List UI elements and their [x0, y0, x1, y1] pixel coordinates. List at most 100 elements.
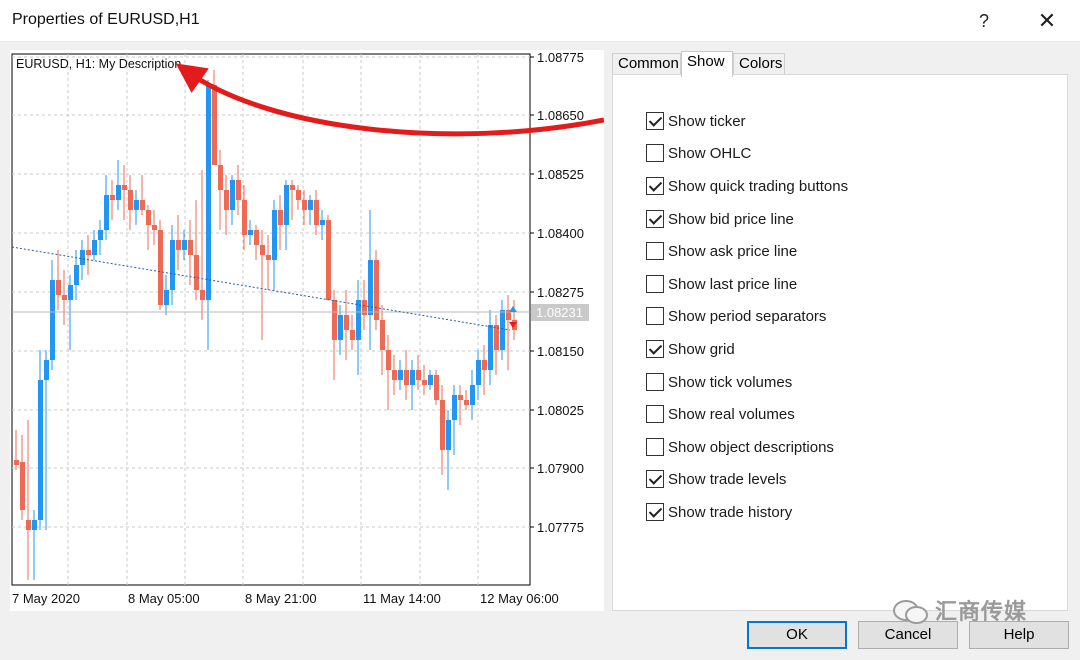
candle-body: [254, 230, 259, 245]
current-price-label: 1.08231: [536, 305, 583, 320]
candle-body: [290, 185, 295, 190]
option-show-ask-price-line[interactable]: Show ask price line: [646, 241, 797, 261]
ok-button[interactable]: OK: [747, 621, 847, 649]
price-tick-label: 1.08275: [537, 285, 584, 300]
candle-body: [194, 255, 199, 290]
checkbox[interactable]: [646, 307, 664, 325]
candle-body: [248, 230, 253, 235]
option-show-trade-history[interactable]: Show trade history: [646, 502, 792, 522]
candle-body: [170, 240, 175, 290]
candle-body: [104, 195, 109, 230]
option-show-trade-levels[interactable]: Show trade levels: [646, 469, 786, 489]
candle-body: [476, 360, 481, 385]
watermark-text: 汇商传媒: [935, 600, 1028, 625]
checkbox[interactable]: [646, 470, 664, 488]
checkbox[interactable]: [646, 144, 664, 162]
help-icon[interactable]: ?: [978, 11, 989, 31]
candle-body: [140, 200, 145, 210]
candle-body: [38, 380, 43, 520]
chart-preview: 1.08775 1.08650 1.08525 1.08400 1.08275 1.081…: [10, 50, 604, 611]
candle-body: [230, 180, 235, 210]
candle-body: [506, 310, 511, 320]
candle-body: [416, 370, 421, 380]
price-tick-label: 1.07775: [537, 520, 584, 535]
candle-body: [494, 325, 499, 350]
candle-body: [86, 250, 91, 255]
candle-body: [464, 400, 469, 405]
candle-body: [368, 260, 373, 315]
time-tick-label: 11 May 14:00: [363, 591, 441, 606]
checkbox[interactable]: [646, 373, 664, 391]
time-tick-label: 12 May 06:00: [480, 591, 559, 606]
candle-body: [152, 225, 157, 230]
close-icon[interactable]: ✕: [1037, 8, 1057, 33]
option-label: Show tick volumes: [668, 373, 793, 391]
price-tick-label: 1.08650: [537, 108, 584, 123]
show-options-panel: Show ticker Show OHLC Show quick trading…: [612, 74, 1068, 611]
option-show-bid-price-line[interactable]: Show bid price line: [646, 209, 794, 229]
candle-body: [452, 395, 457, 420]
candle-body: [410, 370, 415, 385]
candle-body: [428, 375, 433, 385]
tab-colors[interactable]: Colors: [733, 53, 785, 75]
candle-body: [398, 370, 403, 380]
checkbox[interactable]: [646, 438, 664, 456]
price-tick-label: 1.08525: [537, 167, 584, 182]
option-label: Show period separators: [668, 307, 827, 325]
candle-body: [98, 230, 103, 240]
price-tick-label: 1.08150: [537, 344, 584, 359]
candle-body: [236, 180, 241, 200]
price-tick-label: 1.08025: [537, 403, 584, 418]
checkbox[interactable]: [646, 340, 664, 358]
trade-sell-marker: [509, 322, 517, 328]
candle-body: [200, 290, 205, 300]
price-tick-label: 1.07900: [537, 461, 584, 476]
option-show-ohlc[interactable]: Show OHLC: [646, 143, 751, 163]
candle-body: [296, 190, 301, 200]
option-show-period-separators[interactable]: Show period separators: [646, 306, 826, 326]
candle-body: [482, 360, 487, 370]
option-show-tick-volumes[interactable]: Show tick volumes: [646, 372, 792, 392]
current-price-tag: [531, 304, 589, 321]
checkbox[interactable]: [646, 503, 664, 521]
checkbox[interactable]: [646, 242, 664, 260]
candle-body: [218, 165, 223, 190]
candle-body: [392, 370, 397, 380]
candle-body: [326, 220, 331, 300]
tab-common[interactable]: Common: [612, 53, 681, 75]
candle-body: [260, 245, 265, 255]
option-show-last-price-line[interactable]: Show last price line: [646, 274, 797, 294]
candle-body: [434, 375, 439, 400]
tab-show[interactable]: Show: [681, 51, 733, 77]
candle-body: [404, 370, 409, 385]
candle-body: [500, 310, 505, 350]
annotation-arrow: [175, 63, 604, 137]
plot-frame: [11, 53, 531, 586]
candle-body: [224, 190, 229, 210]
candle-body: [356, 300, 361, 340]
option-label: Show OHLC: [668, 144, 752, 162]
option-label: Show object descriptions: [668, 438, 834, 456]
candle-body: [146, 210, 151, 225]
option-show-real-volumes[interactable]: Show real volumes: [646, 404, 795, 424]
watermark: 汇商传媒: [893, 594, 1027, 626]
checkbox[interactable]: [646, 112, 664, 130]
help-button[interactable]: Help: [969, 621, 1069, 649]
candle-body: [350, 330, 355, 340]
checkbox[interactable]: [646, 177, 664, 195]
option-show-ticker[interactable]: Show ticker: [646, 111, 746, 131]
candle-body: [182, 240, 187, 250]
option-show-grid[interactable]: Show grid: [646, 339, 735, 359]
checkbox[interactable]: [646, 405, 664, 423]
title-bar: Properties of EURUSD,H1 ? ✕: [0, 0, 1080, 42]
checkbox[interactable]: [646, 275, 664, 293]
candle-body: [266, 255, 271, 260]
cancel-button[interactable]: Cancel: [858, 621, 958, 649]
candle-body: [68, 285, 73, 300]
checkbox[interactable]: [646, 210, 664, 228]
option-show-quick-trading-buttons[interactable]: Show quick trading buttons: [646, 176, 848, 196]
candle-body: [380, 320, 385, 350]
option-label: Show trade levels: [668, 470, 787, 488]
option-show-object-descriptions[interactable]: Show object descriptions: [646, 437, 834, 457]
candle-body: [488, 325, 493, 370]
